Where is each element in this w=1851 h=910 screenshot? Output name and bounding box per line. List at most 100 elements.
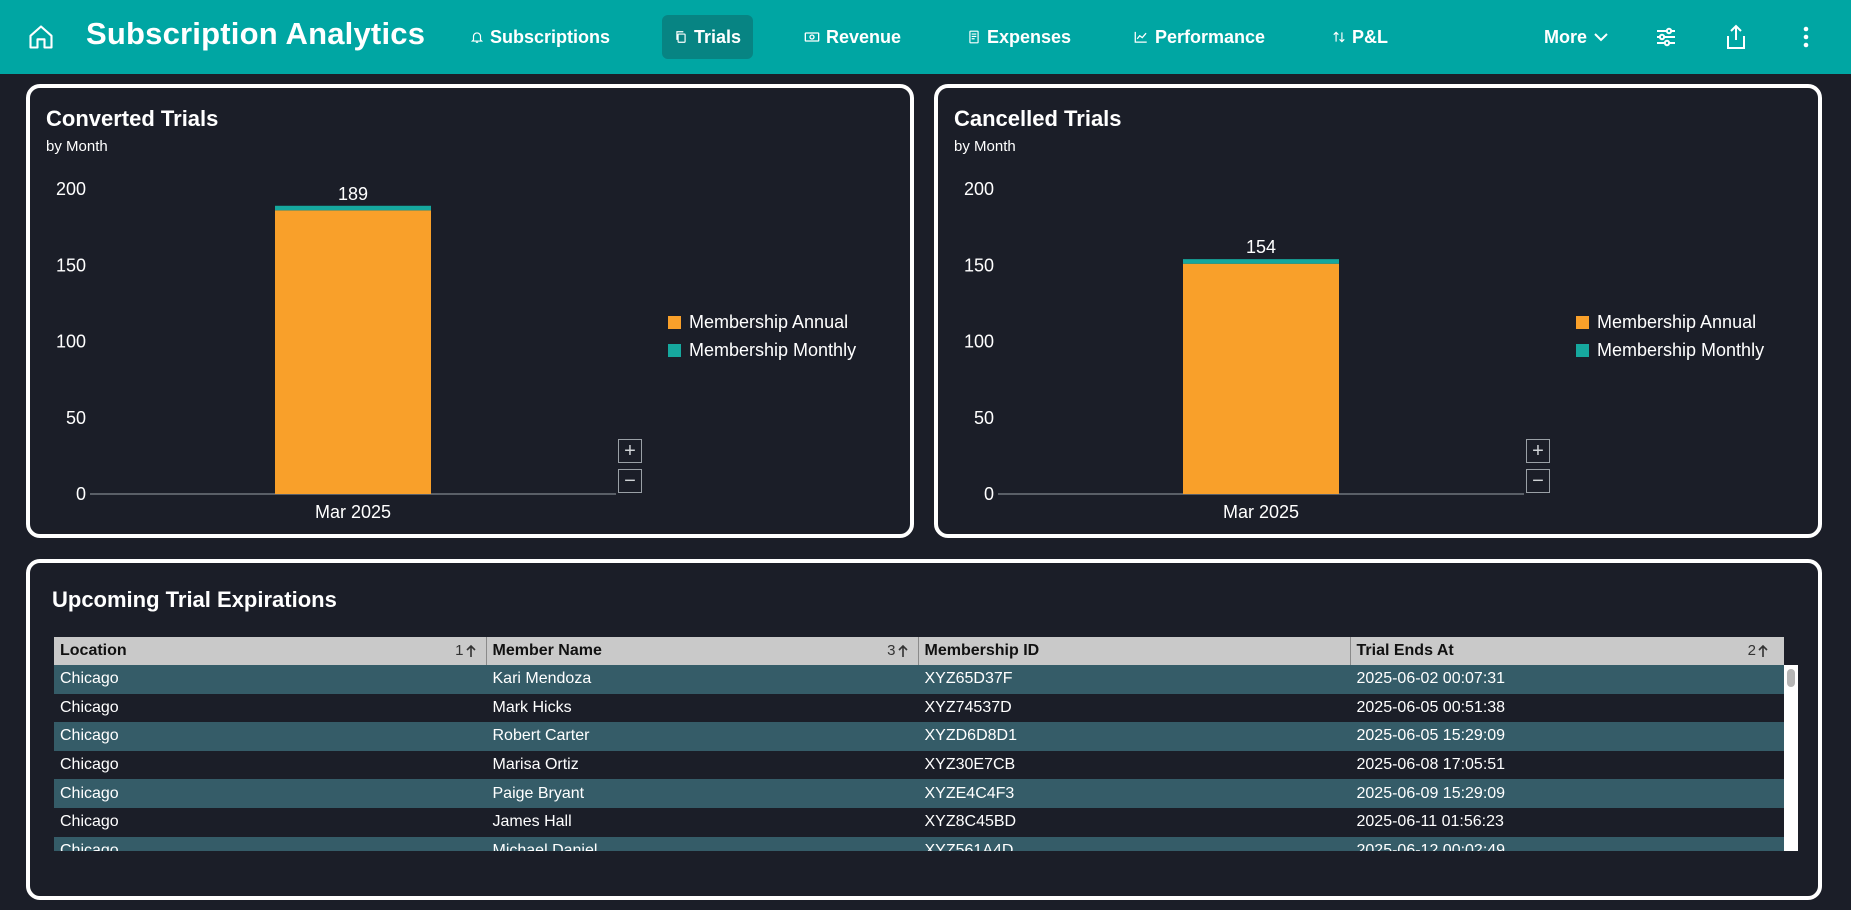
kebab-menu-button[interactable] xyxy=(1789,20,1823,54)
tab-performance[interactable]: Performance xyxy=(1121,15,1277,59)
table-row[interactable]: Chicago Michael Daniel XYZ561A4D 2025-06-12… xyxy=(54,836,1784,851)
member-name-cell: Kari Mendoza xyxy=(486,665,918,694)
x-tick-label: Mar 2025 xyxy=(1223,502,1299,522)
expirations-table: Location 1 Member Name 3 Membership ID T… xyxy=(54,637,1785,851)
table-header-row: Location 1 Member Name 3 Membership ID T… xyxy=(54,637,1784,665)
trial-expirations-card: Upcoming Trial Expirations Location 1 Me… xyxy=(26,559,1822,900)
bar-segment-monthly[interactable] xyxy=(1183,259,1339,264)
trial-ends-at-cell: 2025-06-12 00:02:49 xyxy=(1350,836,1784,851)
table-row[interactable]: Chicago Kari Mendoza XYZ65D37F 2025-06-02 0… xyxy=(54,665,1784,694)
table-scrollbar[interactable] xyxy=(1784,665,1798,851)
arrow-up-icon xyxy=(1758,644,1768,657)
zoom-in-button[interactable]: + xyxy=(618,439,642,463)
share-button[interactable] xyxy=(1719,20,1753,54)
chart-title: Cancelled Trials xyxy=(954,106,1122,131)
location-cell: Chicago xyxy=(54,722,486,751)
table-row[interactable]: Chicago Mark Hicks XYZ74537D 2025-06-05 00:… xyxy=(54,693,1784,723)
tab-trials[interactable]: Trials xyxy=(662,15,754,59)
location-cell: Chicago xyxy=(54,665,486,694)
y-tick-label: 200 xyxy=(56,179,86,199)
tab-label: Performance xyxy=(1155,26,1266,47)
chart-legend: Membership Annual Membership Monthly xyxy=(668,308,856,364)
table-row[interactable]: Chicago James Hall XYZ8C45BD 2025-06-11 01:… xyxy=(54,807,1784,837)
table-row[interactable]: Chicago Paige Bryant XYZE4C4F3 2025-06-09 1… xyxy=(54,779,1784,808)
bar-total-label: 154 xyxy=(1246,237,1276,257)
member-name-cell: Marisa Ortiz xyxy=(486,750,918,780)
bar-segment-annual[interactable] xyxy=(1183,263,1339,494)
expirations-table-container: Location 1 Member Name 3 Membership ID T… xyxy=(54,637,1798,851)
kebab-menu-icon xyxy=(1803,26,1809,48)
zoom-out-button[interactable]: − xyxy=(618,469,642,493)
column-header-label: Membership ID xyxy=(924,642,1040,659)
converted-trials-card: Converted Trials by Month 0 50 100 150 200 18… xyxy=(26,84,914,538)
share-icon xyxy=(1727,24,1745,49)
filter-settings-button[interactable] xyxy=(1649,20,1683,54)
table-row[interactable]: Chicago Marisa Ortiz XYZ30E7CB 2025-06-08 1… xyxy=(54,750,1784,780)
more-menu-button[interactable]: More xyxy=(1532,15,1621,59)
membership-id-cell: XYZ74537D xyxy=(918,693,1350,723)
cancelled-trials-card: Cancelled Trials by Month 0 50 100 150 200 15… xyxy=(934,84,1822,538)
sort-order: 2 xyxy=(1747,642,1756,659)
chart-subtitle: by Month xyxy=(954,138,1016,155)
bell-icon xyxy=(470,32,484,43)
more-label: More xyxy=(1544,26,1588,47)
membership-id-cell: XYZD6D8D1 xyxy=(918,722,1350,751)
banknote-icon xyxy=(804,32,820,42)
column-header-label: Member Name xyxy=(492,642,602,659)
column-header-member-name[interactable]: Member Name 3 xyxy=(486,637,919,665)
legend-item-annual[interactable]: Membership Annual xyxy=(668,308,856,336)
tab-revenue[interactable]: Revenue xyxy=(792,15,913,59)
y-tick-label: 50 xyxy=(66,408,86,428)
trial-ends-at-cell: 2025-06-05 00:51:38 xyxy=(1350,693,1784,723)
receipt-icon xyxy=(969,30,979,44)
legend-label: Membership Monthly xyxy=(689,339,857,360)
membership-id-cell: XYZ30E7CB xyxy=(918,750,1350,780)
zoom-in-button[interactable]: + xyxy=(1526,439,1550,463)
top-bar: Subscription Analytics Subscriptions Tri… xyxy=(0,0,1851,74)
arrow-up-icon xyxy=(897,644,908,657)
legend-label: Membership Monthly xyxy=(1597,339,1765,360)
trial-ends-at-cell: 2025-06-02 00:07:31 xyxy=(1350,665,1784,694)
bar-segment-annual[interactable] xyxy=(275,210,431,494)
legend-item-monthly[interactable]: Membership Monthly xyxy=(668,336,856,364)
tab-label: P&L xyxy=(1352,26,1388,47)
trial-ends-at-cell: 2025-06-11 01:56:23 xyxy=(1350,807,1784,837)
x-tick-label: Mar 2025 xyxy=(315,502,391,522)
legend-label: Membership Annual xyxy=(1597,311,1757,332)
y-tick-label: 100 xyxy=(964,332,994,352)
y-tick-label: 200 xyxy=(964,179,994,199)
table-row[interactable]: Chicago Robert Carter XYZD6D8D1 2025-06-05 … xyxy=(54,722,1784,751)
copy-icon xyxy=(676,31,686,43)
y-tick-label: 100 xyxy=(56,332,86,352)
tab-subscriptions[interactable]: Subscriptions xyxy=(458,15,622,59)
sort-indicator: 1 xyxy=(455,642,476,659)
bar-segment-monthly[interactable] xyxy=(275,205,431,211)
tab-expenses[interactable]: Expenses xyxy=(955,15,1083,59)
legend-item-monthly[interactable]: Membership Monthly xyxy=(1576,336,1764,364)
location-cell: Chicago xyxy=(54,836,486,851)
column-header-label: Location xyxy=(60,642,127,659)
member-name-cell: Paige Bryant xyxy=(486,779,918,808)
member-name-cell: Michael Daniel xyxy=(486,836,918,851)
column-header-location[interactable]: Location 1 xyxy=(54,637,487,665)
column-header-trial-ends-at[interactable]: Trial Ends At 2 xyxy=(1350,637,1784,665)
tab-pnl[interactable]: P&L xyxy=(1320,15,1400,59)
trial-ends-at-cell: 2025-06-09 15:29:09 xyxy=(1350,779,1784,808)
column-header-membership-id[interactable]: Membership ID xyxy=(918,637,1351,665)
sliders-icon xyxy=(1657,27,1675,47)
member-name-cell: Mark Hicks xyxy=(486,693,918,723)
scrollbar-thumb[interactable] xyxy=(1787,669,1795,687)
legend-swatch xyxy=(668,343,681,357)
tab-label: Subscriptions xyxy=(490,26,611,47)
zoom-out-button[interactable]: − xyxy=(1526,469,1550,493)
y-tick-label: 150 xyxy=(56,255,86,275)
membership-id-cell: XYZ8C45BD xyxy=(918,807,1350,837)
table-body: Chicago Kari Mendoza XYZ65D37F 2025-06-02 0… xyxy=(54,665,1784,851)
y-tick-label: 0 xyxy=(984,484,994,504)
tab-label: Revenue xyxy=(826,26,902,47)
legend-item-annual[interactable]: Membership Annual xyxy=(1576,308,1764,336)
location-cell: Chicago xyxy=(54,779,486,808)
legend-label: Membership Annual xyxy=(689,311,849,332)
member-name-cell: James Hall xyxy=(486,807,918,837)
home-button[interactable] xyxy=(24,20,58,54)
